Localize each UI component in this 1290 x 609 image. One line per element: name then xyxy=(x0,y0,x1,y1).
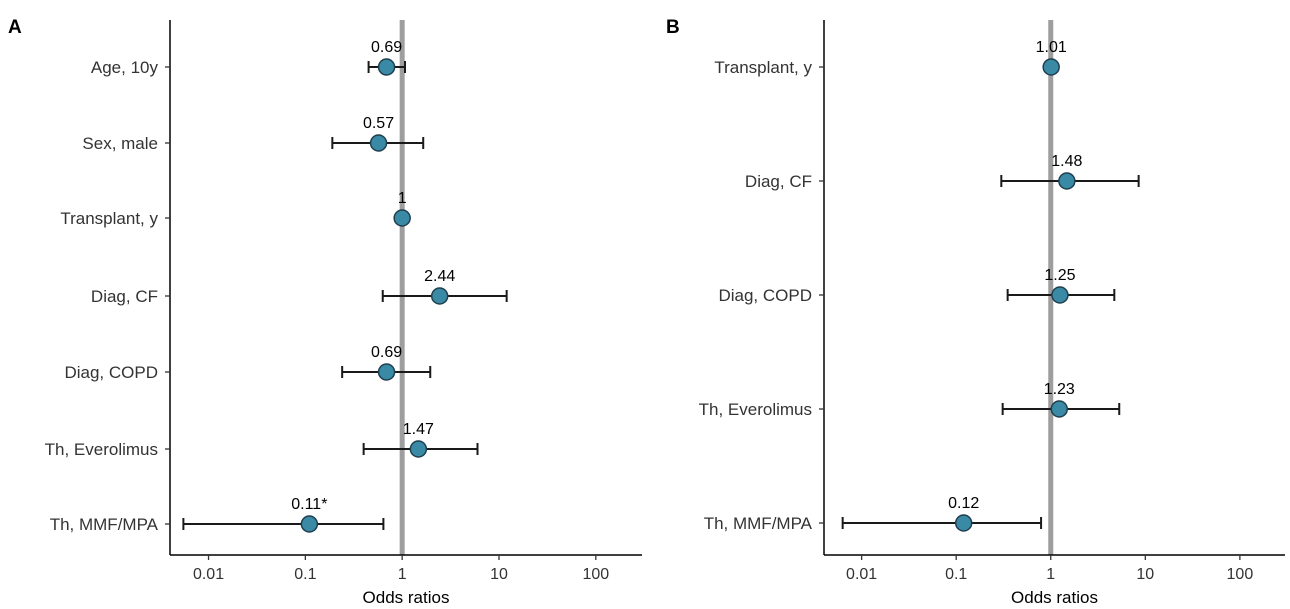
panel-a-value-label: 0.11* xyxy=(291,496,327,513)
panel-b-x-tick-label: 100 xyxy=(1227,566,1254,583)
panel-a-odds-ratio-point xyxy=(409,440,428,458)
panel-b-category-label: Diag, CF xyxy=(745,172,812,191)
panel-b-x-tick-label: 10 xyxy=(1136,566,1154,583)
panel-a-x-tick-label: 1 xyxy=(398,566,407,583)
panel-a-value-label: 1.47 xyxy=(403,421,434,438)
panel-a-category-label: Th, Everolimus xyxy=(45,440,158,459)
panel-b-odds-ratio-point xyxy=(1058,172,1076,190)
panel-a-category-label: Transplant, y xyxy=(60,209,158,228)
panel-a-category-label: Diag, CF xyxy=(91,287,158,306)
panel-a-value-label: 1 xyxy=(398,190,407,207)
panel-a-odds-ratio-point xyxy=(393,209,411,227)
panel-a-label: A xyxy=(8,17,22,38)
panel-a-category-label: Th, MMF/MPA xyxy=(50,515,159,534)
panel-b-x-tick-label: 0.1 xyxy=(945,566,967,583)
panel-b-odds-ratio-point xyxy=(1042,58,1060,76)
panel-a-x-tick-label: 100 xyxy=(582,566,609,583)
panel-a-x-tick-label: 10 xyxy=(490,566,508,583)
panel-a-value-label: 0.57 xyxy=(363,115,394,132)
panel-b-odds-ratio-point xyxy=(954,514,973,532)
panel-a-x-tick-label: 0.1 xyxy=(294,566,316,583)
panel-b-category-label: Th, Everolimus xyxy=(699,400,812,419)
panel-a-x-tick-label: 0.01 xyxy=(193,566,224,583)
panel-b-category-label: Th, MMF/MPA xyxy=(704,514,813,533)
panel-a-value-label: 2.44 xyxy=(424,268,455,285)
panel-a-category-label: Age, 10y xyxy=(91,58,159,77)
panel-b-value-label: 1.48 xyxy=(1051,153,1082,170)
panel-b-value-label: 1.25 xyxy=(1044,267,1075,284)
panel-b-x-tick-label: 1 xyxy=(1046,566,1055,583)
panel-b-odds-ratio-point xyxy=(1051,286,1069,304)
panel-b-category-label: Transplant, y xyxy=(714,58,812,77)
panel-a-category-label: Sex, male xyxy=(82,134,158,153)
panel-a-x-axis-title: Odds ratios xyxy=(363,588,450,607)
panel-b-x-axis-title: Odds ratios xyxy=(1011,588,1098,607)
panel-a-odds-ratio-point xyxy=(369,134,388,152)
panel-a-value-label: 0.69 xyxy=(371,39,402,56)
panel-a-odds-ratio-point xyxy=(377,363,396,381)
panel-b-value-label: 0.12 xyxy=(948,495,979,512)
panel-a-odds-ratio-point xyxy=(430,287,449,305)
panel-a-odds-ratio-point xyxy=(377,58,396,76)
panel-a-value-label: 0.69 xyxy=(371,344,402,361)
panel-b-category-label: Diag, COPD xyxy=(718,286,812,305)
panel-b-label: B xyxy=(666,17,680,38)
panel-b-value-label: 1.23 xyxy=(1044,381,1075,398)
panel-b-odds-ratio-point xyxy=(1050,400,1069,418)
panel-b-x-tick-label: 0.01 xyxy=(846,566,877,583)
panel-a-category-label: Diag, COPD xyxy=(64,363,158,382)
panel-a-odds-ratio-point xyxy=(300,515,319,533)
panel-b-value-label: 1.01 xyxy=(1036,39,1067,56)
